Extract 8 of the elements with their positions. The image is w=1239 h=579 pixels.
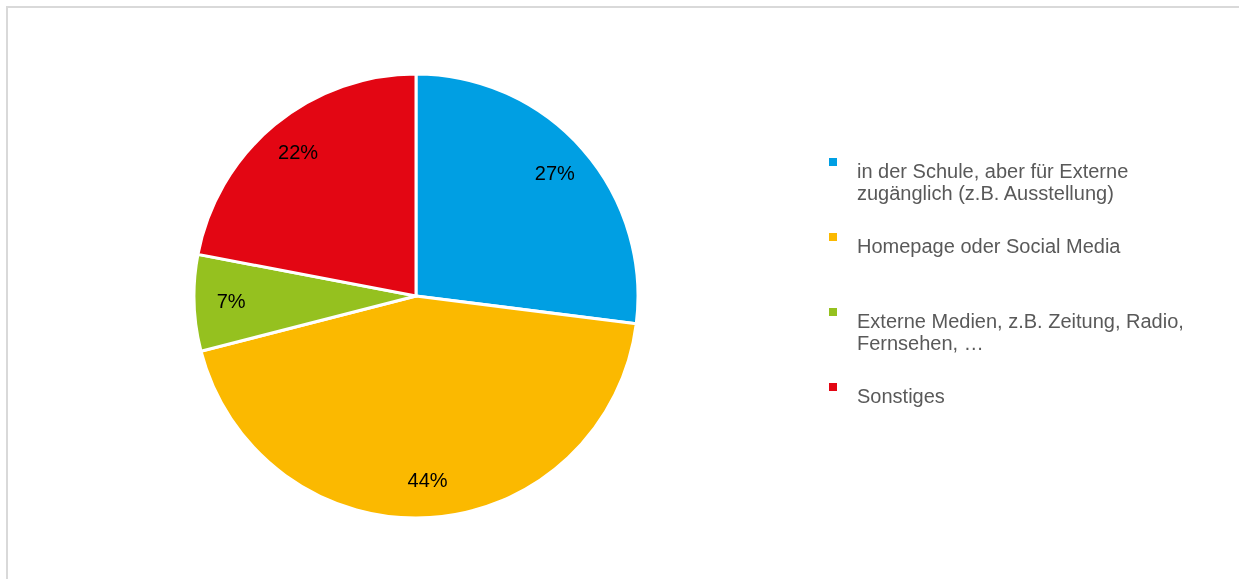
legend-label: Sonstiges (857, 385, 945, 407)
legend-label: Homepage oder Social Media (857, 235, 1122, 257)
data-label: 22% (278, 141, 319, 164)
data-label: 44% (407, 468, 448, 491)
data-label: 7% (216, 289, 246, 312)
legend-label: in der Schule, aber für Externe zugänglich (z.B. Ausstellung) (857, 160, 1129, 204)
data-label: 27% (534, 161, 575, 184)
legend-label: Externe Medien, z.B. Zeitung, Radio, Fernsehen, … (857, 310, 1184, 354)
